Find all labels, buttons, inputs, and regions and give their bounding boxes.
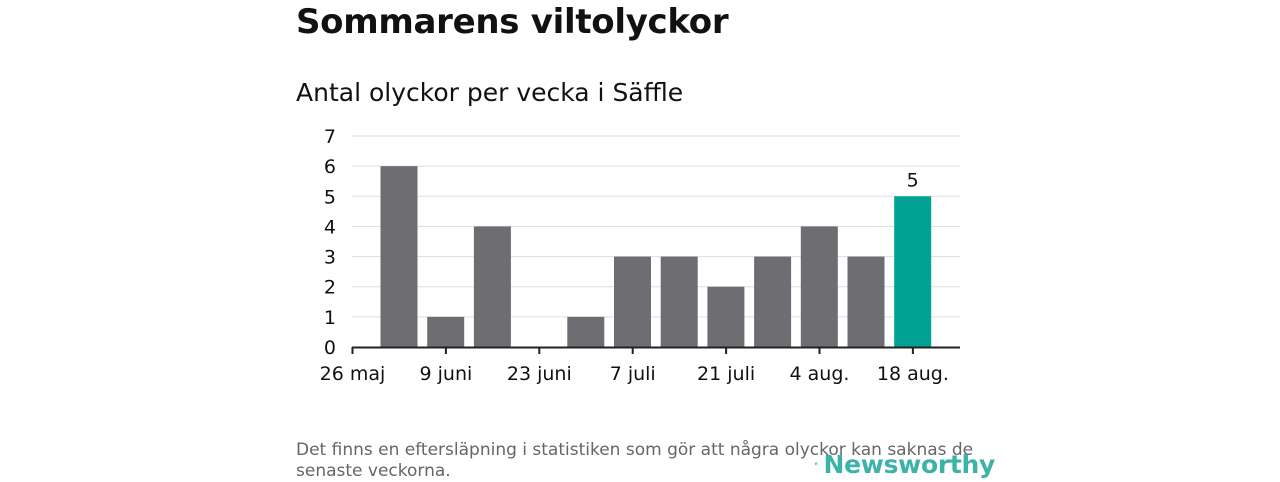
x-tick-label: 18 aug.	[877, 363, 949, 385]
bar	[707, 287, 744, 347]
bar	[614, 257, 651, 347]
bar	[474, 226, 511, 347]
x-tick-label: 26 maj	[320, 363, 386, 385]
bar	[848, 257, 885, 347]
logo-text: Newsworthy	[824, 450, 996, 479]
bar	[381, 166, 418, 347]
data-label: 5	[907, 169, 919, 191]
bar	[567, 317, 604, 347]
bar-chart-logo-icon	[815, 447, 818, 481]
bar	[427, 317, 464, 347]
y-tick-label: 4	[324, 216, 336, 238]
y-tick-label: 7	[324, 126, 336, 148]
bar	[661, 257, 698, 347]
x-tick-label: 9 juni	[420, 363, 473, 385]
x-tick-label: 23 juni	[507, 363, 572, 385]
newsworthy-logo: Newsworthy	[815, 447, 995, 481]
x-tick-label: 21 juli	[697, 363, 755, 385]
y-tick-label: 5	[324, 186, 336, 208]
bar	[894, 196, 931, 347]
bar	[754, 257, 791, 347]
y-tick-label: 2	[324, 277, 336, 299]
x-tick-label: 7 juli	[610, 363, 656, 385]
bar	[801, 226, 838, 347]
y-tick-label: 0	[324, 337, 336, 359]
y-tick-label: 6	[324, 156, 336, 178]
y-tick-label: 1	[324, 307, 336, 329]
y-tick-label: 3	[324, 247, 336, 269]
bar-chart: 0 1 2 3 4 5 6 7 5 26 maj 9 juni 23 juni 7 juli 21 jul…	[0, 0, 1280, 400]
x-tick-label: 4 aug.	[790, 363, 850, 385]
